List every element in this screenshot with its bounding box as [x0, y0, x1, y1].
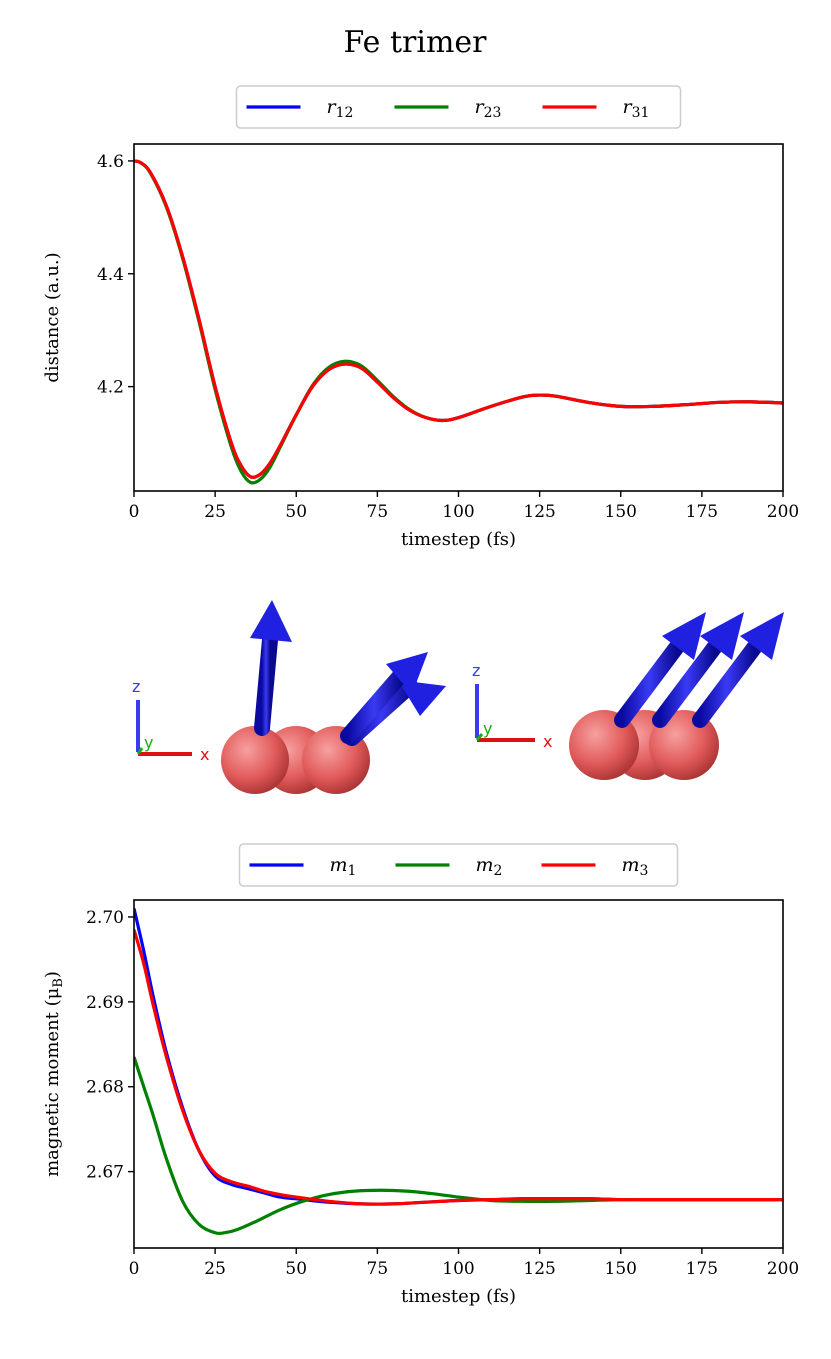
x-tick-label: 75: [367, 1259, 389, 1279]
axis-label-y: y: [144, 733, 153, 752]
y-tick-label: 2.69: [86, 993, 124, 1013]
magnetic-moment-chart: 0 25 50 75 100 125 150 175 200 2.67 2.68 2.69 2.70 ti…: [42, 843, 799, 1307]
legend-label-sub: 3: [640, 863, 649, 879]
x-tick-label: 0: [129, 1259, 140, 1279]
series-group: [134, 908, 783, 1236]
atom-1-left: [221, 726, 289, 794]
axis-label-z-right: z: [472, 661, 480, 680]
x-tick-label: 125: [523, 502, 555, 522]
x-tick-label: 25: [204, 502, 226, 522]
legend-label-sub: 31: [632, 105, 650, 121]
legend-label-sub: 12: [336, 105, 354, 121]
spin-arrow-3-right: [692, 612, 784, 728]
axis-label-y-right: y: [483, 719, 492, 738]
series-group: [134, 159, 783, 485]
y-axis-label-sub: B: [51, 978, 66, 988]
series-line-m3: [134, 929, 783, 1206]
axis-label-z: z: [132, 677, 140, 696]
legend-label-sub: 2: [494, 863, 503, 879]
series-line-r23: [134, 159, 783, 485]
x-tick-label: 25: [204, 1259, 226, 1279]
y-tick-label: 4.2: [97, 378, 124, 398]
x-tick-label: 75: [367, 502, 389, 522]
y-axis-label: magnetic moment (μB): [42, 971, 66, 1177]
series-line-r31: [134, 159, 783, 479]
y-tick-label: 2.68: [86, 1078, 124, 1098]
series-line-m2: [134, 1056, 783, 1236]
series-line-m1: [134, 908, 783, 1206]
distance-chart: 0 25 50 75 100 125 150 175 200 4.2 4.4 4.6 timestep …: [42, 85, 799, 550]
axes-triad-left: z y x: [132, 677, 209, 764]
y-tick-label: 4.4: [97, 265, 124, 285]
x-axis-label: timestep (fs): [401, 1286, 516, 1307]
legend-label-sub: 23: [484, 105, 502, 121]
y-tick-label: 2.70: [86, 908, 124, 928]
x-tick-label: 200: [767, 1259, 799, 1279]
x-tick-label: 100: [442, 1259, 474, 1279]
y-axis-label-close: ): [42, 971, 63, 978]
y-tick-label: 2.67: [86, 1163, 124, 1183]
legend-box: [238, 843, 679, 887]
axis-label-x: x: [200, 745, 209, 764]
x-tick-label: 50: [285, 502, 307, 522]
y-tick-label: 4.6: [97, 152, 124, 172]
legend-box: [235, 85, 682, 129]
x-tick-label: 150: [605, 1259, 637, 1279]
x-tick-label: 150: [605, 502, 637, 522]
x-tick-label: 175: [686, 502, 718, 522]
x-tick-label: 175: [686, 1259, 718, 1279]
spin-arrow-1-right: [614, 612, 706, 728]
figure-title: Fe trimer: [344, 25, 488, 60]
spin-arrow-2-right: [652, 612, 744, 728]
x-axis-label: timestep (fs): [401, 529, 516, 550]
y-axis-label: distance (a.u.): [42, 252, 63, 382]
series-line-r12: [134, 159, 783, 479]
x-tick-label: 0: [129, 502, 140, 522]
x-tick-label: 50: [285, 1259, 307, 1279]
x-tick-label: 100: [442, 502, 474, 522]
axes-triad-right: z y x: [472, 661, 552, 751]
legend-label-sub: 1: [348, 863, 357, 879]
x-tick-label: 200: [767, 502, 799, 522]
spin-arrow-1-left: [250, 600, 292, 736]
spin-illustrations: z y x z y x: [132, 600, 784, 794]
x-tick-label: 125: [523, 1259, 555, 1279]
axis-label-x-right: x: [543, 732, 552, 751]
spin-arrow-3-left: [340, 652, 428, 744]
